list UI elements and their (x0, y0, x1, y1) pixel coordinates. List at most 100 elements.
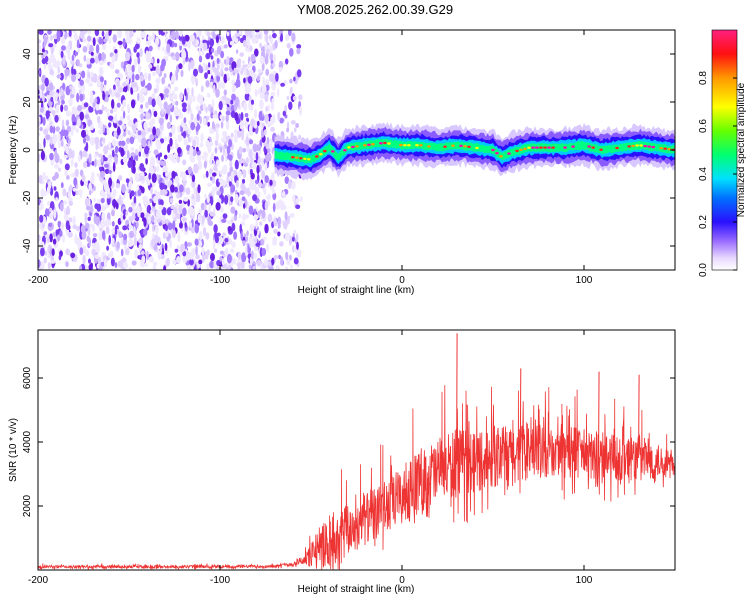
noise-speck (172, 90, 175, 96)
noise-speck (101, 104, 105, 112)
noise-speck (158, 30, 161, 35)
noise-speck (157, 154, 161, 161)
signal-core-dot (399, 143, 403, 147)
noise-speck (223, 44, 228, 49)
noise-speck (242, 169, 247, 179)
noise-speck (163, 189, 168, 195)
signal-core-dot (451, 144, 455, 147)
noise-speck (109, 63, 115, 69)
noise-speck (241, 252, 247, 263)
noise-speck (181, 102, 187, 109)
noise-speck (225, 110, 231, 116)
noise-speck (148, 140, 151, 149)
noise-speck (143, 121, 148, 130)
noise-speck (166, 257, 170, 267)
noise-speck (153, 88, 158, 94)
signal-core-dot (547, 146, 551, 149)
noise-speck (96, 203, 102, 212)
noise-speck (120, 212, 125, 222)
noise-speck (194, 238, 199, 246)
noise-speck (108, 219, 112, 226)
noise-speck (257, 68, 263, 74)
noise-speck (83, 55, 87, 62)
noise-speck (117, 30, 123, 39)
noise-speck (101, 51, 105, 62)
noise-speck (79, 93, 84, 102)
noise-speck (90, 57, 95, 64)
noise-speck (285, 251, 289, 261)
noise-speck (82, 254, 86, 265)
noise-speck (190, 122, 196, 131)
noise-speck (225, 122, 230, 130)
noise-speck (209, 260, 215, 269)
noise-speck (198, 55, 203, 63)
noise-speck (135, 216, 140, 222)
noise-speck (225, 97, 230, 105)
noise-speck (191, 180, 196, 189)
noise-speck (85, 129, 89, 135)
noise-speck (292, 95, 297, 101)
noise-speck (38, 132, 41, 137)
noise-speck (216, 64, 220, 70)
noise-speck (122, 37, 126, 48)
noise-speck (132, 87, 138, 93)
noise-speck (233, 134, 238, 143)
noise-speck (141, 87, 147, 93)
noise-speck (222, 179, 227, 187)
noise-speck (234, 193, 239, 204)
snr-series-line (38, 385, 675, 570)
noise-speck (163, 73, 167, 79)
noise-speck (223, 59, 227, 65)
noise-speck (190, 113, 194, 121)
x-tick-label: 100 (576, 275, 593, 286)
noise-speck (245, 136, 249, 145)
noise-speck (184, 222, 187, 229)
noise-speck (92, 37, 96, 47)
noise-speck (254, 108, 258, 119)
noise-speck (264, 223, 269, 234)
noise-speck (204, 72, 208, 79)
snr-y-ticks: 2000 4000 6000 (22, 366, 675, 517)
noise-speck (127, 71, 133, 78)
noise-speck (119, 115, 124, 122)
noise-speck (236, 58, 241, 69)
noise-speck (247, 76, 253, 84)
signal-core-dot (331, 150, 335, 153)
noise-speck (68, 151, 73, 159)
noise-speck (243, 203, 246, 209)
noise-speck (49, 207, 53, 212)
noise-speck (76, 118, 81, 127)
noise-speck (272, 202, 276, 213)
noise-speck (149, 134, 155, 141)
noise-speck (204, 209, 209, 218)
noise-speck (123, 99, 126, 107)
noise-speck (159, 199, 164, 207)
snr-panel: -200 -100 0 100 2000 4000 6000 Height of stra… (8, 329, 676, 595)
noise-speck (82, 137, 87, 144)
noise-speck (224, 67, 229, 72)
noise-speck (79, 169, 84, 177)
noise-speck (39, 214, 44, 223)
noise-speck (189, 152, 194, 163)
noise-speck (102, 191, 106, 201)
noise-speck (211, 186, 216, 196)
noise-speck (161, 58, 167, 68)
noise-speck (120, 147, 125, 157)
noise-speck (43, 42, 46, 48)
noise-speck (278, 66, 283, 73)
noise-speck (141, 130, 147, 138)
noise-speck (131, 64, 135, 73)
signal-core-dot (627, 145, 631, 148)
noise-speck (54, 114, 59, 123)
signal-core-dot (443, 145, 447, 148)
noise-speck (206, 92, 211, 98)
noise-speck (97, 256, 102, 266)
noise-speck (192, 95, 196, 102)
noise-speck (189, 251, 194, 260)
noise-speck (228, 139, 233, 148)
noise-speck (89, 190, 92, 196)
signal-core-dot (407, 144, 411, 147)
noise-speck (64, 169, 68, 177)
noise-speck (65, 119, 70, 127)
noise-speck (115, 183, 120, 189)
